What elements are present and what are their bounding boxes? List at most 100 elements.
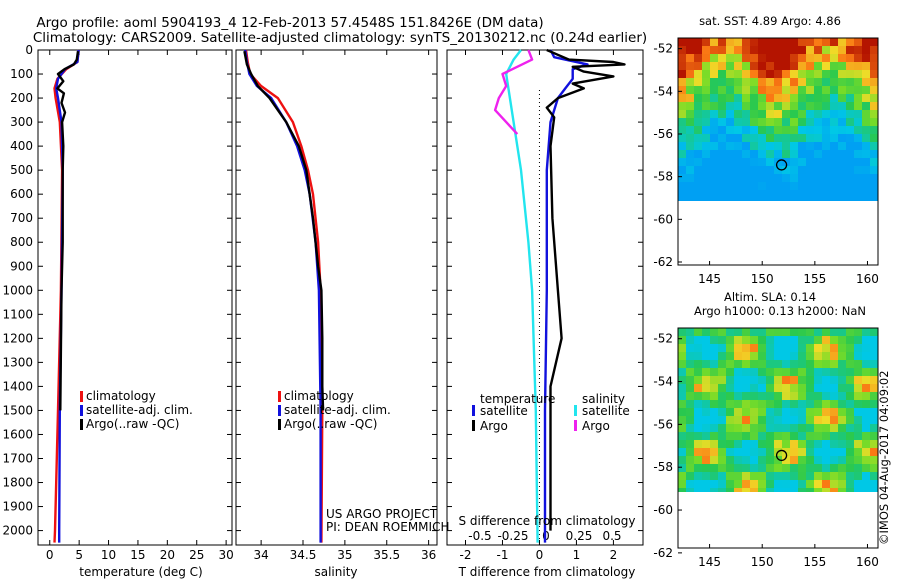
map-cell: [766, 352, 774, 360]
map-cell: [830, 142, 838, 150]
map-cell: [678, 504, 686, 512]
map-cell: [710, 166, 718, 174]
map-cell: [854, 86, 862, 94]
map-cell: [838, 54, 846, 62]
map-cell: [742, 38, 750, 46]
map-cell: [798, 46, 806, 54]
map-cell: [838, 94, 846, 102]
map-cell: [854, 142, 862, 150]
map-cell: [774, 86, 782, 94]
map-cell: [678, 352, 686, 360]
map-cell: [862, 166, 870, 174]
panel3-top-label: S difference from climatology: [459, 514, 636, 528]
map-cell: [806, 190, 814, 198]
map-cell: [774, 118, 782, 126]
map-cell: [838, 480, 846, 488]
map-cell: [750, 488, 758, 492]
map-cell: [798, 464, 806, 472]
map-cell: [790, 384, 798, 392]
map-cell: [726, 448, 734, 456]
map-cell: [734, 38, 742, 46]
map-cell: [734, 190, 742, 198]
map-x-tick-label: 145: [698, 555, 721, 569]
map-cell: [854, 158, 862, 166]
map-cell: [854, 352, 862, 360]
x-tick-label: 30: [218, 548, 233, 562]
map-cell: [678, 150, 686, 158]
map-cell: [686, 504, 694, 512]
map-cell: [710, 416, 718, 424]
map-cell: [758, 142, 766, 150]
map-cell: [694, 134, 702, 142]
x-tick-label: 15: [130, 548, 145, 562]
map-cell: [774, 126, 782, 134]
map-cell: [718, 134, 726, 142]
map-cell: [814, 456, 822, 464]
map-cell: [726, 472, 734, 480]
map-cell: [766, 142, 774, 150]
map-cell: [726, 38, 734, 46]
map-cell: [870, 46, 878, 54]
map-cell: [774, 110, 782, 118]
map-cell: [678, 46, 686, 54]
x-tick-label: 35: [337, 548, 352, 562]
map-cell: [806, 384, 814, 392]
map-cell: [782, 110, 790, 118]
map-cell: [726, 416, 734, 424]
map-cell: [782, 134, 790, 142]
map-cell: [702, 206, 710, 214]
map-cell: [806, 134, 814, 142]
map-cell: [798, 352, 806, 360]
map-cell: [830, 110, 838, 118]
map-cell: [678, 182, 686, 190]
map-cell: [854, 472, 862, 480]
map-cell: [750, 408, 758, 416]
map-cell: [766, 134, 774, 142]
legend-swatch: [80, 391, 83, 402]
map-cell: [846, 432, 854, 440]
map-cell: [806, 464, 814, 472]
map-cell: [742, 432, 750, 440]
map-cell: [766, 206, 774, 214]
map-cell: [790, 214, 798, 222]
map-cell: [814, 408, 822, 416]
map-cell: [734, 432, 742, 440]
map-cell: [742, 46, 750, 54]
map-cell: [862, 118, 870, 126]
map-cell: [862, 400, 870, 408]
map-cell: [710, 432, 718, 440]
map-cell: [710, 110, 718, 118]
map-cell: [710, 174, 718, 182]
map-cell: [838, 376, 846, 384]
map-cell: [678, 198, 686, 201]
map-cell: [742, 182, 750, 190]
map-cell: [790, 94, 798, 102]
map-cell: [694, 456, 702, 464]
map-cell: [766, 408, 774, 416]
map-cell: [702, 38, 710, 46]
map-cell: [822, 110, 830, 118]
map-cell: [710, 126, 718, 134]
map-cell: [686, 94, 694, 102]
map-cell: [790, 166, 798, 174]
map-cell: [790, 78, 798, 86]
map-cell: [782, 118, 790, 126]
profile-location-marker: [775, 159, 788, 171]
map-cell: [742, 86, 750, 94]
map-cell: [774, 78, 782, 86]
map-cell: [838, 198, 846, 201]
map-cell: [766, 46, 774, 54]
series-line: [505, 49, 539, 543]
map-cell: [830, 62, 838, 70]
map-cell: [846, 118, 854, 126]
map-cell: [742, 416, 750, 424]
map-cell: [734, 472, 742, 480]
map-cell: [854, 328, 862, 336]
map-cell: [734, 166, 742, 174]
map-cell: [790, 504, 798, 512]
map-cell: [758, 408, 766, 416]
map-cell: [710, 344, 718, 352]
map-cell: [678, 94, 686, 102]
map-cell: [838, 126, 846, 134]
map-cell: [862, 70, 870, 78]
